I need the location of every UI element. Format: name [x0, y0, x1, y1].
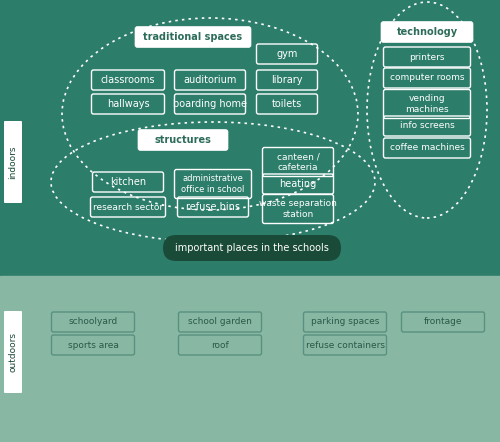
- Text: info screens: info screens: [400, 122, 454, 130]
- Text: schoolyard: schoolyard: [68, 317, 117, 327]
- Text: technology: technology: [396, 27, 458, 37]
- Text: roof: roof: [211, 340, 229, 350]
- FancyBboxPatch shape: [138, 130, 228, 150]
- Text: refuse containers: refuse containers: [306, 340, 384, 350]
- Text: gym: gym: [276, 49, 297, 59]
- Text: outdoors: outdoors: [8, 332, 18, 372]
- Text: hallways: hallways: [106, 99, 150, 109]
- Text: parking spaces: parking spaces: [311, 317, 379, 327]
- Text: toilets: toilets: [272, 99, 302, 109]
- Text: boarding home: boarding home: [173, 99, 247, 109]
- Text: vending
machines: vending machines: [405, 94, 449, 114]
- Text: refuse bins: refuse bins: [186, 202, 240, 212]
- Text: sports area: sports area: [68, 340, 118, 350]
- Text: research sector: research sector: [93, 202, 163, 212]
- Text: waste separation
station: waste separation station: [259, 199, 337, 219]
- Text: kitchen: kitchen: [110, 177, 146, 187]
- Text: canteen /
cafeteria: canteen / cafeteria: [276, 152, 320, 171]
- Text: administrative
office in school: administrative office in school: [182, 174, 244, 194]
- Text: printers: printers: [409, 53, 445, 61]
- FancyBboxPatch shape: [136, 27, 250, 47]
- Bar: [0, 276, 500, 442]
- FancyBboxPatch shape: [4, 311, 22, 393]
- Text: structures: structures: [154, 135, 212, 145]
- FancyBboxPatch shape: [163, 235, 341, 261]
- Text: library: library: [271, 75, 303, 85]
- FancyBboxPatch shape: [4, 121, 22, 203]
- Text: classrooms: classrooms: [101, 75, 155, 85]
- Text: school garden: school garden: [188, 317, 252, 327]
- Text: traditional spaces: traditional spaces: [144, 32, 242, 42]
- Text: auditorium: auditorium: [184, 75, 236, 85]
- Text: coffee machines: coffee machines: [390, 144, 464, 152]
- Text: heating: heating: [280, 179, 316, 189]
- Text: important places in the schools: important places in the schools: [175, 243, 329, 253]
- Text: frontage: frontage: [424, 317, 462, 327]
- Bar: [0, 0, 500, 276]
- Text: indoors: indoors: [8, 145, 18, 179]
- Text: computer rooms: computer rooms: [390, 73, 464, 83]
- FancyBboxPatch shape: [382, 22, 472, 42]
